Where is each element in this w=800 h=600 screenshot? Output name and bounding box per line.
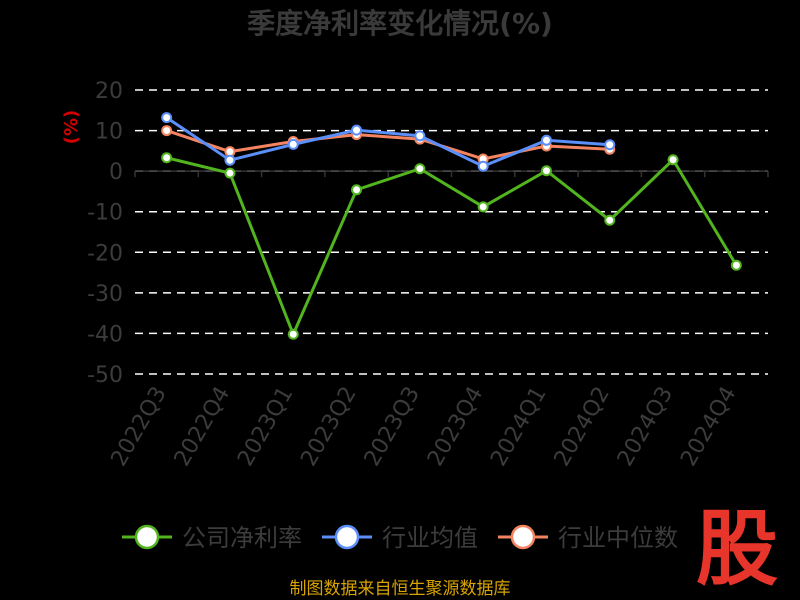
y-tick-label: -50 xyxy=(87,363,123,388)
data-point xyxy=(287,328,299,340)
y-tick-label: -10 xyxy=(87,201,123,226)
stock-logo: 股 xyxy=(696,502,778,597)
legend-item-1: 行业均值 xyxy=(322,524,478,552)
data-point xyxy=(287,138,299,150)
legend-swatch-marker xyxy=(134,524,160,550)
series-line xyxy=(166,129,610,161)
data-point xyxy=(540,134,552,146)
x-tick-label: 2023Q3 xyxy=(360,383,425,471)
legend-swatch-marker xyxy=(334,524,360,550)
data-point xyxy=(477,201,489,213)
series-line xyxy=(166,156,738,339)
series-line xyxy=(165,116,610,168)
y-tick-label: 20 xyxy=(95,79,123,104)
data-point xyxy=(414,130,426,142)
grid-lines xyxy=(135,89,768,375)
data-point xyxy=(161,112,173,124)
x-tick-label: 2023Q1 xyxy=(233,383,298,471)
chart-title: 季度净利率变化情况(%) xyxy=(247,7,553,40)
y-tick-label: 0 xyxy=(109,160,123,185)
source-note: 制图数据来自恒生聚源数据库 xyxy=(290,579,511,599)
x-tick-label: 2024Q2 xyxy=(550,383,615,471)
x-tick-label: 2023Q4 xyxy=(423,383,488,471)
data-point xyxy=(414,163,426,175)
data-point xyxy=(667,154,679,166)
data-point xyxy=(224,167,236,179)
legend: 公司净利率 行业均值 行业中位数 xyxy=(122,524,678,552)
data-point xyxy=(730,259,742,271)
x-tick-label: 2022Q4 xyxy=(170,383,235,471)
y-axis-unit: (%) xyxy=(61,110,82,145)
legend-item-2: 行业中位数 xyxy=(498,524,678,552)
x-tick-label: 2024Q4 xyxy=(676,383,741,471)
series-1 xyxy=(161,112,616,172)
x-tick-label: 2023Q2 xyxy=(296,383,361,471)
y-tick-label: 10 xyxy=(95,120,123,145)
legend-label: 行业均值 xyxy=(382,524,478,552)
x-tick-label: 2024Q3 xyxy=(613,383,678,471)
data-point xyxy=(477,160,489,172)
legend-item-0: 公司净利率 xyxy=(122,524,302,552)
y-tick-label: -40 xyxy=(87,322,123,347)
data-point xyxy=(604,214,616,226)
data-point xyxy=(604,139,616,151)
data-point xyxy=(161,152,173,164)
data-point xyxy=(351,124,363,136)
series-lines xyxy=(161,112,742,340)
y-tick-label: -20 xyxy=(87,241,123,266)
logo-glyph: 股 xyxy=(696,502,778,597)
legend-label: 公司净利率 xyxy=(182,524,302,552)
y-tick-label: -30 xyxy=(87,282,123,307)
data-point xyxy=(540,165,552,177)
data-point xyxy=(224,154,236,166)
series-0 xyxy=(161,152,742,340)
legend-swatch-marker xyxy=(510,524,536,550)
x-tick-label: 2024Q1 xyxy=(486,383,551,471)
data-point xyxy=(351,184,363,196)
data-point xyxy=(161,125,173,137)
x-tick-label: 2022Q3 xyxy=(107,383,172,471)
legend-label: 行业中位数 xyxy=(558,524,678,552)
